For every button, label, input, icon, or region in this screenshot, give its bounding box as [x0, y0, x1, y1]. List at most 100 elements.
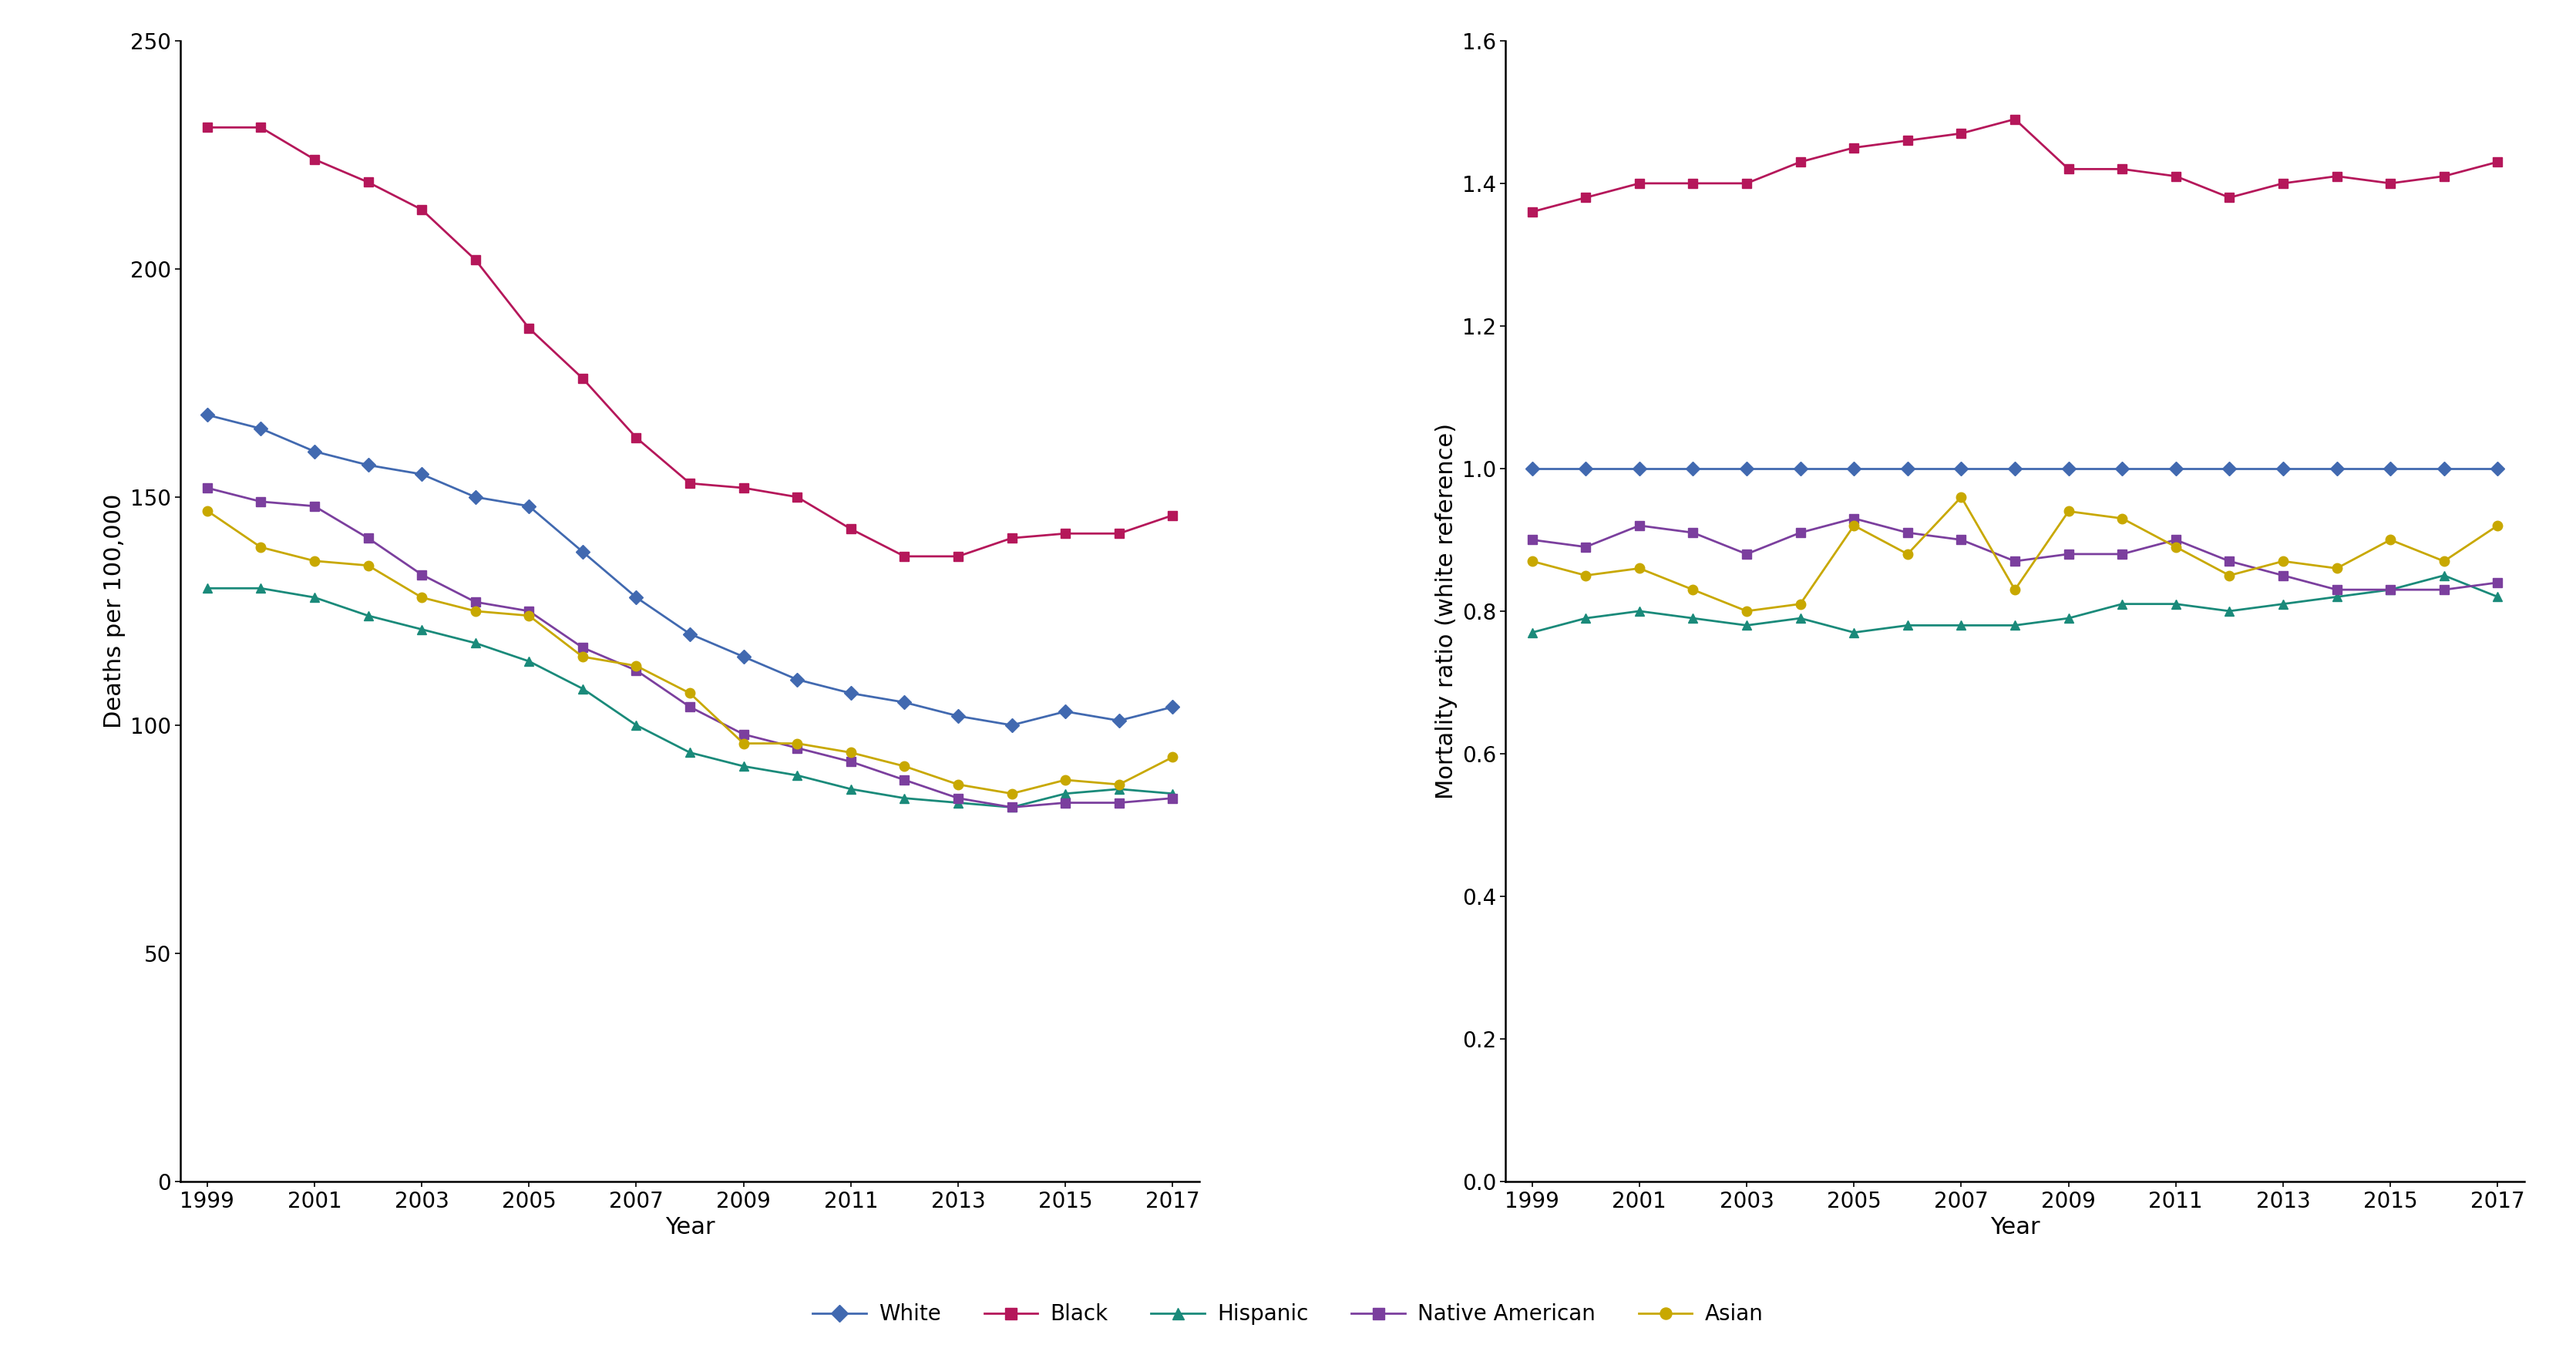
Asian — [621, 657, 652, 674]
Asian — [513, 607, 544, 623]
Asian — [1517, 553, 1548, 569]
Hispanic — [997, 799, 1028, 815]
Hispanic — [621, 717, 652, 733]
Native American — [1893, 524, 1924, 540]
Black — [943, 549, 974, 565]
Native American — [1731, 546, 1762, 562]
Black — [1623, 175, 1654, 191]
Line: White: White — [204, 410, 1177, 731]
Y-axis label: Mortality ratio (white reference): Mortality ratio (white reference) — [1435, 422, 1458, 800]
Line: Asian: Asian — [204, 507, 1177, 799]
Line: Black: Black — [204, 122, 1177, 561]
Native American — [675, 699, 706, 716]
Asian — [889, 758, 920, 774]
Hispanic — [2375, 581, 2406, 598]
Native American — [245, 493, 276, 509]
Black — [461, 251, 492, 268]
Hispanic — [1157, 785, 1188, 801]
Hispanic — [675, 744, 706, 760]
Native American — [1839, 511, 1870, 527]
Asian — [567, 649, 598, 665]
Native American — [835, 754, 866, 770]
White — [2107, 460, 2138, 477]
Black — [245, 120, 276, 136]
Line: Native American: Native American — [1528, 513, 2501, 595]
White — [2375, 460, 2406, 477]
Hispanic — [2107, 596, 2138, 612]
Hispanic — [1677, 610, 1708, 626]
Hispanic — [2483, 589, 2514, 606]
Hispanic — [2213, 603, 2244, 619]
Asian — [2267, 553, 2298, 569]
Asian — [191, 502, 222, 519]
Asian — [2483, 517, 2514, 534]
Native American — [1051, 794, 1082, 811]
Asian — [2321, 561, 2352, 577]
Native American — [729, 727, 760, 743]
Asian — [943, 777, 974, 793]
Black — [191, 120, 222, 136]
Hispanic — [1893, 617, 1924, 633]
Native American — [567, 640, 598, 656]
Hispanic — [2321, 589, 2352, 606]
Black — [1999, 111, 2030, 128]
Hispanic — [245, 580, 276, 596]
White — [1677, 460, 1708, 477]
White — [513, 498, 544, 515]
Black — [2321, 168, 2352, 185]
White — [2483, 460, 2514, 477]
Native American — [621, 663, 652, 679]
White — [1517, 460, 1548, 477]
Hispanic — [191, 580, 222, 596]
Black — [2107, 162, 2138, 178]
Hispanic — [1731, 617, 1762, 633]
Native American — [2429, 581, 2460, 598]
White — [2053, 460, 2084, 477]
White — [245, 421, 276, 437]
Native American — [1945, 531, 1976, 547]
Black — [1571, 190, 1602, 206]
Line: Native American: Native American — [204, 483, 1177, 812]
Black — [2375, 175, 2406, 191]
Native American — [1103, 794, 1133, 811]
Y-axis label: Deaths per 100,000: Deaths per 100,000 — [103, 494, 126, 728]
Line: Hispanic: Hispanic — [204, 584, 1177, 812]
Hispanic — [889, 790, 920, 807]
Native American — [1999, 553, 2030, 569]
Native American — [997, 799, 1028, 815]
Line: Asian: Asian — [1528, 492, 2501, 617]
Black — [2267, 175, 2298, 191]
Hispanic — [353, 607, 384, 623]
Black — [1839, 140, 1870, 156]
White — [621, 589, 652, 606]
Asian — [729, 735, 760, 751]
Native American — [1571, 539, 1602, 555]
Black — [1893, 133, 1924, 149]
Line: Hispanic: Hispanic — [1528, 570, 2501, 637]
Black — [1731, 175, 1762, 191]
White — [299, 443, 330, 459]
Black — [997, 530, 1028, 546]
Black — [1103, 526, 1133, 542]
Hispanic — [1999, 617, 2030, 633]
Hispanic — [2267, 596, 2298, 612]
Hispanic — [729, 758, 760, 774]
White — [1999, 460, 2030, 477]
Native American — [2213, 553, 2244, 569]
Asian — [407, 589, 438, 606]
White — [1731, 460, 1762, 477]
White — [1571, 460, 1602, 477]
Native American — [943, 790, 974, 807]
Black — [675, 475, 706, 492]
Hispanic — [1517, 625, 1548, 641]
X-axis label: Year: Year — [665, 1217, 714, 1238]
Black — [1157, 507, 1188, 523]
Asian — [781, 735, 811, 751]
Line: White: White — [1528, 463, 2501, 474]
Asian — [1103, 777, 1133, 793]
White — [943, 708, 974, 724]
Asian — [2053, 504, 2084, 520]
Black — [729, 479, 760, 496]
Native American — [1623, 517, 1654, 534]
Hispanic — [781, 767, 811, 784]
